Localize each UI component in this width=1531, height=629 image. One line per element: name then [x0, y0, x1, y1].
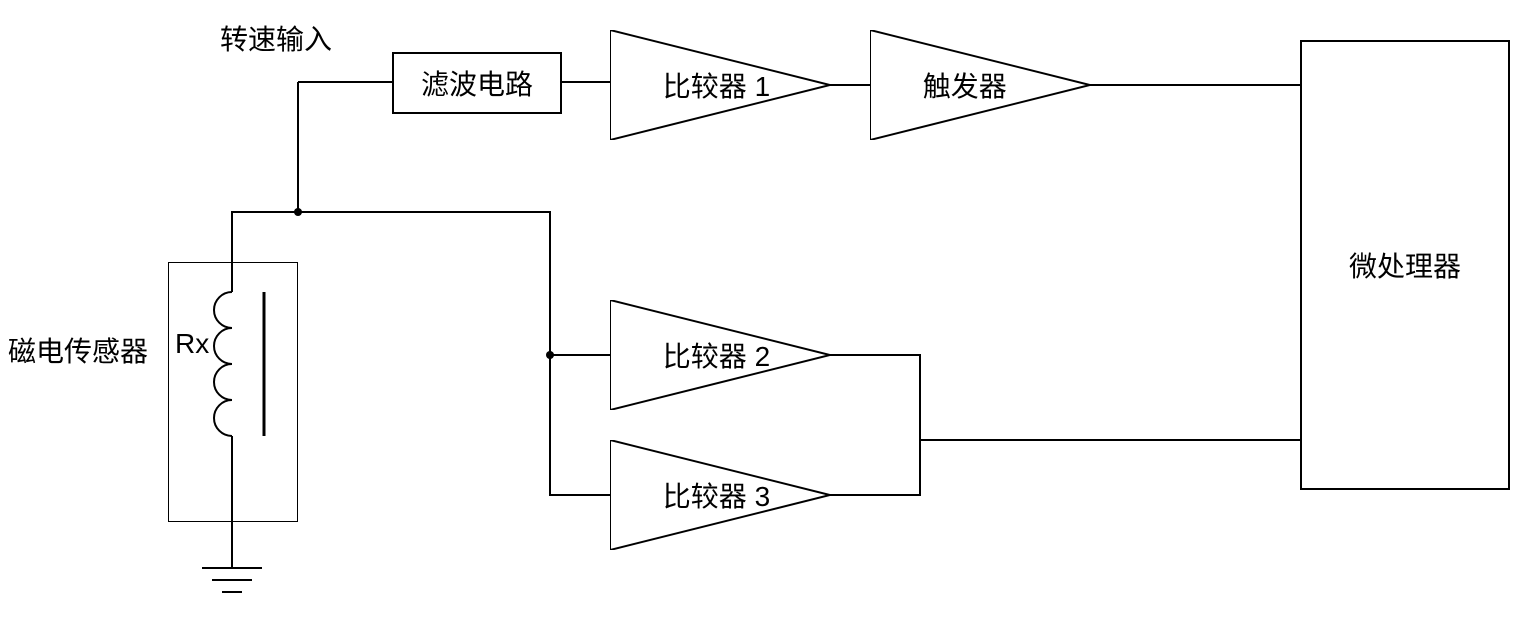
comparator2-label: 比较器 2: [663, 335, 770, 375]
speed-input-label: 转速输入: [220, 18, 332, 58]
sensor-box: [168, 262, 298, 522]
sensor-label: 磁电传感器: [8, 330, 148, 370]
comparator2-block: 比较器 2: [610, 300, 830, 410]
filter-label: 滤波电路: [421, 63, 533, 103]
comparator3-block: 比较器 3: [610, 440, 830, 550]
trigger-block: 触发器: [870, 30, 1090, 140]
rx-label: Rx: [175, 328, 209, 360]
mcu-box: 微处理器: [1300, 40, 1510, 490]
comparator1-block: 比较器 1: [610, 30, 830, 140]
comparator3-label: 比较器 3: [663, 475, 770, 515]
filter-box: 滤波电路: [392, 52, 562, 114]
trigger-label: 触发器: [923, 65, 1007, 105]
comparator1-label: 比较器 1: [663, 65, 770, 105]
block-diagram: 转速输入 滤波电路 比较器 1 触发器 微处理器 比较器 2 比较器 3 磁电传…: [0, 0, 1531, 629]
mcu-label: 微处理器: [1349, 245, 1461, 285]
